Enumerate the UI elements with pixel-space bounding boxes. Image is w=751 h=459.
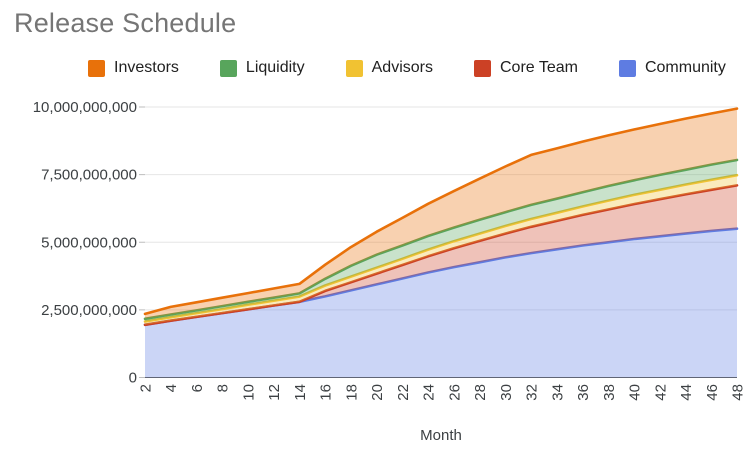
x-tick-label: 36	[575, 384, 592, 401]
legend: Investors Liquidity Advisors Core Team C…	[88, 59, 726, 77]
chart-title: Release Schedule	[14, 8, 237, 38]
legend-item-advisors[interactable]: Advisors	[345, 59, 433, 77]
x-tick-label: 6	[189, 384, 206, 392]
x-tick-label: 8	[215, 384, 232, 392]
y-tick-label: 2,500,000,000	[41, 302, 137, 319]
area-liquidity[interactable]	[145, 160, 737, 322]
legend-label: Community	[644, 59, 726, 76]
x-tick-label: 4	[163, 384, 180, 392]
area-community[interactable]	[145, 228, 737, 378]
x-tick-label: 40	[627, 384, 644, 401]
y-tick-label: 7,500,000,000	[41, 167, 137, 184]
line-investors	[143, 107, 739, 316]
stacked-area-plot: 0 2,500,000,000 5,000,000,000 7,500,000,000…	[33, 99, 747, 444]
x-tick-label: 12	[266, 384, 283, 401]
x-tick-label: 46	[704, 384, 721, 401]
x-tick-label: 30	[498, 384, 515, 401]
x-tick-label: 28	[472, 384, 489, 401]
investors-swatch-icon	[88, 59, 105, 77]
advisors-swatch-icon	[345, 59, 363, 77]
liquidity-swatch-icon	[219, 59, 237, 77]
line-core-team	[143, 184, 739, 327]
y-tick-label: 0	[129, 370, 137, 387]
x-tick-label: 38	[601, 384, 618, 401]
core-team-swatch-icon	[473, 59, 491, 77]
x-tick-label: 2	[138, 384, 155, 392]
legend-label: Advisors	[371, 59, 433, 76]
x-tick-label: 42	[652, 384, 669, 401]
y-tick-label: 5,000,000,000	[41, 234, 137, 251]
x-tick-label: 24	[421, 384, 438, 401]
x-tick-label: 16	[318, 384, 335, 401]
x-tick-label: 10	[241, 384, 258, 401]
y-tick-label: 10,000,000,000	[33, 99, 137, 116]
legend-item-liquidity[interactable]: Liquidity	[219, 59, 305, 77]
x-tick-label: 26	[446, 384, 463, 401]
legend-item-community[interactable]: Community	[618, 59, 726, 77]
legend-label: Investors	[114, 59, 179, 76]
x-axis-title: Month	[420, 427, 462, 444]
community-swatch-icon	[618, 59, 636, 77]
legend-label: Core Team	[499, 59, 578, 76]
x-tick-label: 20	[369, 384, 386, 401]
legend-item-core-team[interactable]: Core Team	[473, 59, 578, 77]
x-tick-label: 18	[343, 384, 360, 401]
x-tick-label: 22	[395, 384, 412, 401]
x-tick-label: 14	[292, 384, 309, 401]
x-tick-label: 48	[730, 384, 747, 401]
x-tick-label: 32	[524, 384, 541, 401]
legend-item-investors[interactable]: Investors	[88, 59, 179, 77]
area-core-team[interactable]	[145, 185, 737, 325]
area-investors[interactable]	[145, 108, 737, 319]
line-advisors	[143, 173, 739, 323]
line-liquidity	[143, 158, 739, 321]
area-advisors[interactable]	[145, 175, 737, 325]
x-tick-label: 34	[549, 384, 566, 401]
x-tick-label: 44	[678, 384, 695, 401]
legend-label: Liquidity	[245, 59, 305, 76]
